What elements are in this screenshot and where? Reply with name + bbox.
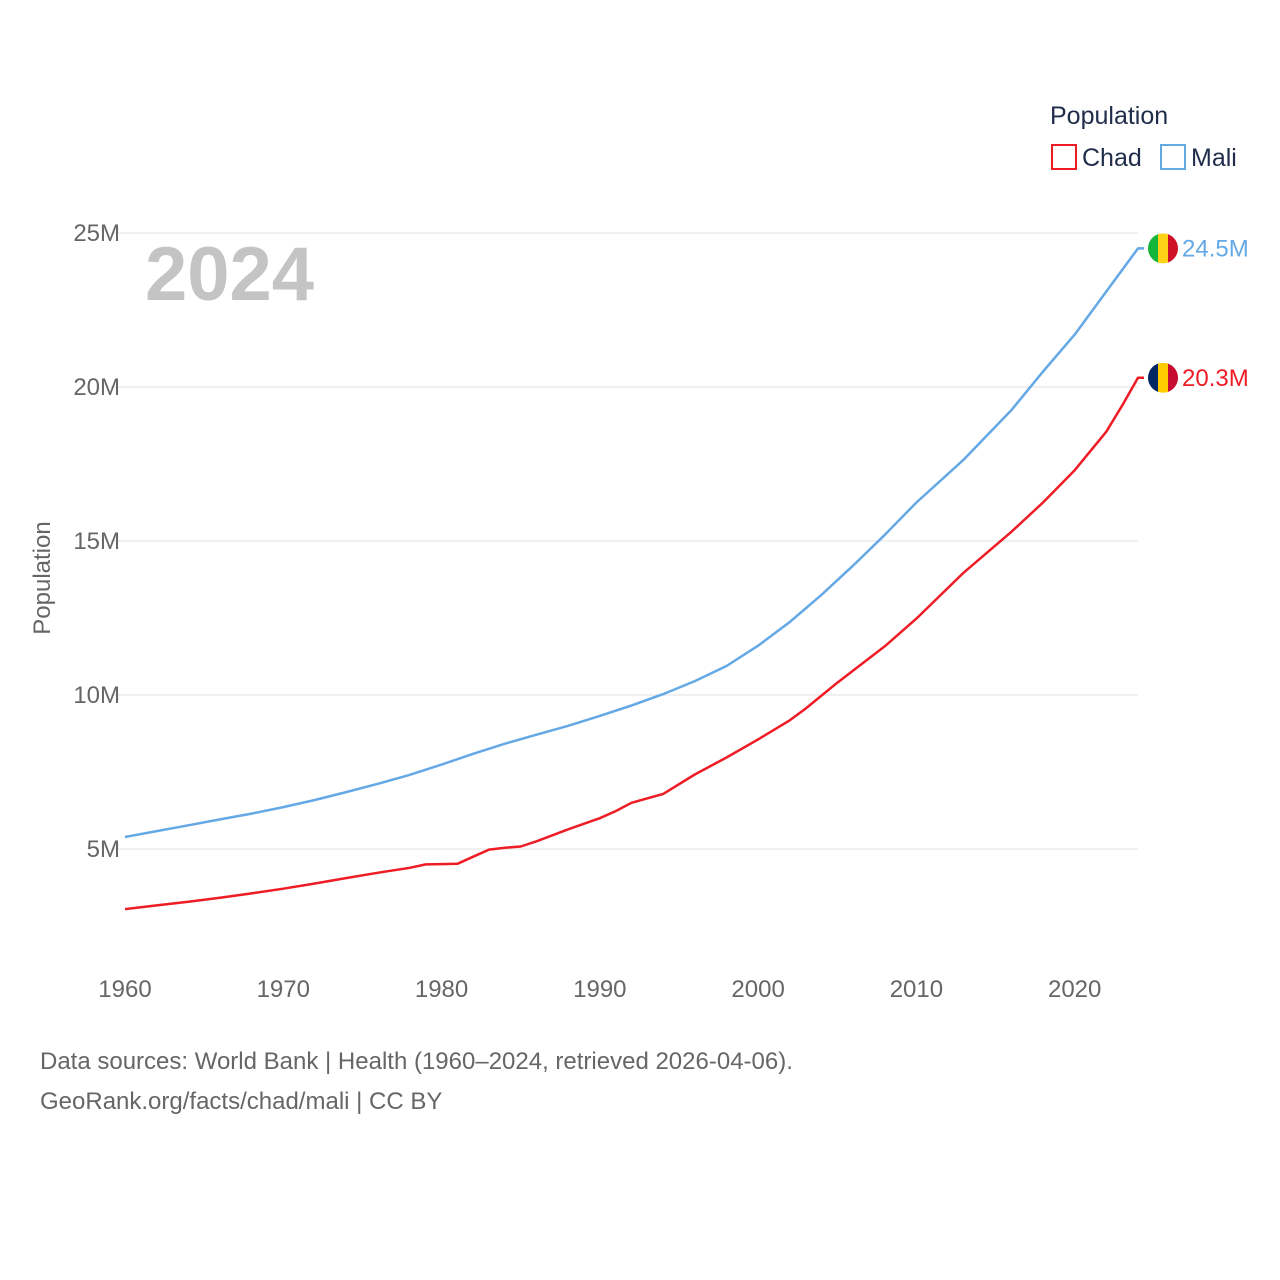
data-sources-text: Data sources: World Bank | Health (1960–… (40, 1048, 793, 1075)
series-line-mali (124, 247, 1144, 839)
y-tick-label: 5M (87, 836, 120, 863)
x-tick-label: 1960 (98, 976, 151, 1003)
x-tick-label: 1980 (415, 976, 468, 1003)
y-tick-label: 20M (73, 374, 120, 401)
end-label-chad: 20.3M (1182, 365, 1249, 392)
x-tick-label: 1970 (257, 976, 310, 1003)
legend-title: Population (1050, 102, 1168, 130)
x-axis-ticks: 1960 1970 1980 1990 2000 2010 2020 (98, 976, 1101, 1003)
grid-lines (110, 232, 1138, 850)
legend-entry-mali[interactable]: Mali (1160, 144, 1237, 172)
y-tick-label: 25M (73, 220, 120, 247)
year-label: 2024 (145, 232, 314, 317)
series-line-chad (124, 376, 1144, 911)
legend: Population Chad Mali (1050, 102, 1237, 172)
x-tick-label: 2000 (731, 976, 784, 1003)
legend-label-chad: Chad (1082, 144, 1142, 172)
end-label-mali: 24.5M (1182, 235, 1249, 262)
end-markers: 20.3M 24.5M (1148, 233, 1249, 393)
y-tick-label: 15M (73, 528, 120, 555)
legend-swatch-chad (1051, 144, 1077, 170)
y-tick-label: 10M (73, 682, 120, 709)
flag-icon-chad (1148, 362, 1178, 393)
source-link[interactable]: GeoRank.org/facts/chad/mali | CC BY (40, 1088, 443, 1115)
series-lines (124, 247, 1144, 911)
y-axis-title: Population (29, 521, 56, 634)
x-tick-label: 2010 (890, 976, 943, 1003)
legend-entry-chad[interactable]: Chad (1051, 144, 1142, 172)
y-axis-ticks: 5M 10M 15M 20M 25M (73, 220, 120, 863)
x-tick-label: 2020 (1048, 976, 1101, 1003)
x-tick-label: 1990 (573, 976, 626, 1003)
flag-icon-mali (1148, 233, 1178, 264)
legend-swatch-mali (1160, 144, 1186, 170)
footer: Data sources: World Bank | Health (1960–… (40, 1042, 793, 1122)
legend-label-mali: Mali (1191, 144, 1237, 172)
